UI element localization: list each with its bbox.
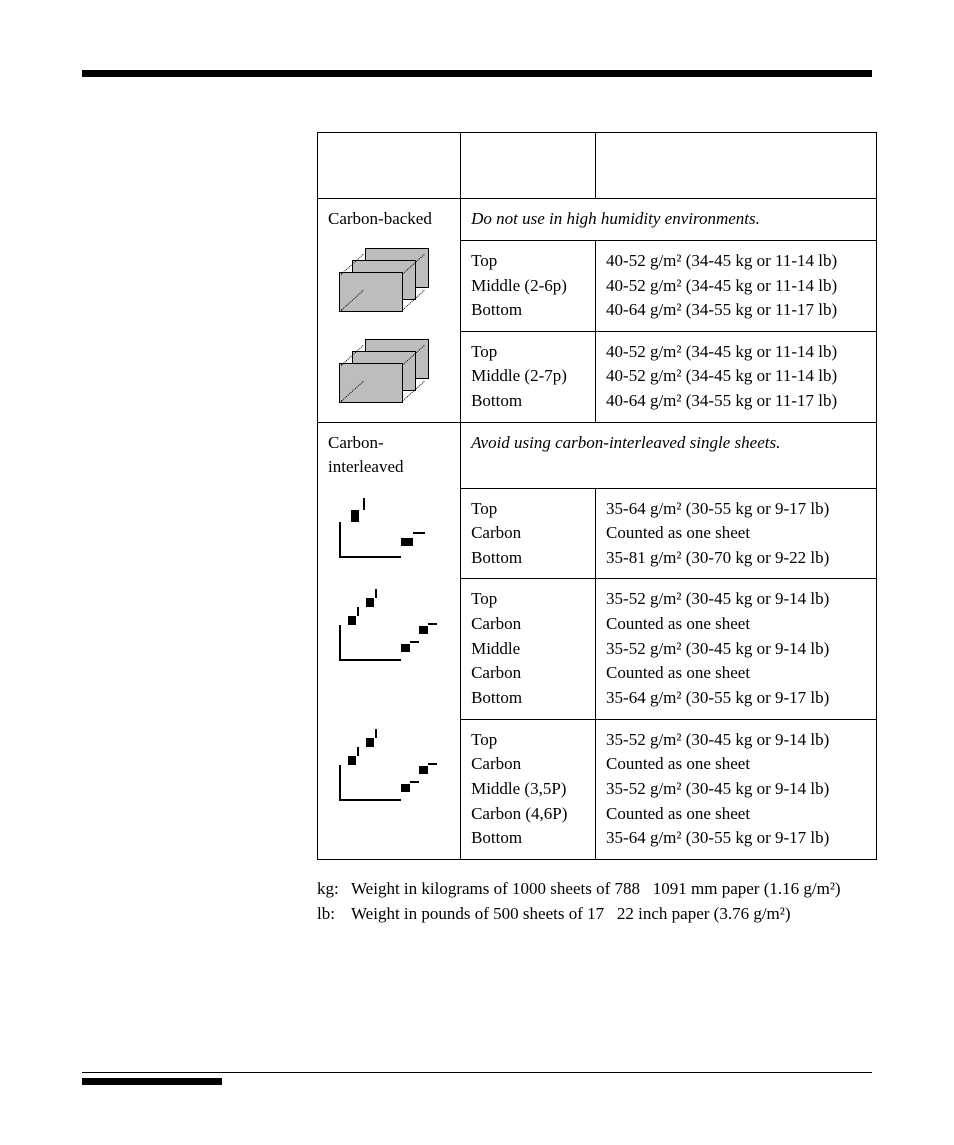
layer-label: Bottom bbox=[471, 546, 585, 571]
value-text: Counted as one sheet bbox=[606, 521, 866, 546]
stacked-sheets-icon bbox=[318, 240, 461, 331]
layer-label: Top bbox=[471, 497, 585, 522]
layer-label: Carbon bbox=[471, 661, 585, 686]
layer-list: Top Middle (2-6p) Bottom bbox=[461, 240, 596, 331]
value-text: 40-64 g/m² (34-55 kg or 11-17 lb) bbox=[606, 298, 866, 323]
value-text: 35-64 g/m² (30-55 kg or 9-17 lb) bbox=[606, 497, 866, 522]
carbon-backed-note: Do not use in high humidity environments… bbox=[461, 199, 877, 241]
cb-group-1: Top Middle (2-7p) Bottom 40-52 g/m² (34-… bbox=[318, 331, 877, 422]
value-text: 35-81 g/m² (30-70 kg or 9-22 lb) bbox=[606, 546, 866, 571]
bottom-thin-rule bbox=[82, 1072, 872, 1073]
value-text: 35-64 g/m² (30-55 kg or 9-17 lb) bbox=[606, 826, 866, 851]
layer-label: Top bbox=[471, 249, 585, 274]
spec-table-wrap: Carbon-backed Do not use in high humidit… bbox=[317, 132, 877, 860]
footnotes: kg: Weight in kilograms of 1000 sheets o… bbox=[317, 876, 877, 927]
carbon-interleaved-label: Carbon-interleaved bbox=[318, 422, 461, 488]
bottom-thick-rule bbox=[82, 1078, 222, 1085]
layer-label: Carbon bbox=[471, 612, 585, 637]
ci-group-1: Top Carbon Middle Carbon Bottom 35-52 g/… bbox=[318, 579, 877, 719]
footnote-label: kg: bbox=[317, 876, 351, 902]
value-text: Counted as one sheet bbox=[606, 802, 866, 827]
value-list: 35-52 g/m² (30-45 kg or 9-14 lb) Counted… bbox=[596, 579, 877, 719]
layer-list: Top Carbon Bottom bbox=[461, 488, 596, 579]
header-row bbox=[318, 133, 877, 199]
layer-list: Top Carbon Middle Carbon Bottom bbox=[461, 579, 596, 719]
layer-list: Top Carbon Middle (3,5P) Carbon (4,6P) B… bbox=[461, 719, 596, 859]
layer-label: Carbon (4,6P) bbox=[471, 802, 585, 827]
value-text: 40-52 g/m² (34-45 kg or 11-14 lb) bbox=[606, 274, 866, 299]
layer-label: Bottom bbox=[471, 686, 585, 711]
layer-label: Bottom bbox=[471, 389, 585, 414]
value-text: 40-64 g/m² (34-55 kg or 11-17 lb) bbox=[606, 389, 866, 414]
layer-label: Top bbox=[471, 340, 585, 365]
page: Carbon-backed Do not use in high humidit… bbox=[0, 0, 954, 1145]
layer-label: Top bbox=[471, 728, 585, 753]
layer-label: Middle (3,5P) bbox=[471, 777, 585, 802]
layer-label: Middle (2-6p) bbox=[471, 274, 585, 299]
layer-list: Top Middle (2-7p) Bottom bbox=[461, 331, 596, 422]
value-text: 35-52 g/m² (30-45 kg or 9-14 lb) bbox=[606, 587, 866, 612]
value-text: Counted as one sheet bbox=[606, 752, 866, 777]
layer-label: Middle bbox=[471, 637, 585, 662]
value-text: 40-52 g/m² (34-45 kg or 11-14 lb) bbox=[606, 249, 866, 274]
value-list: 40-52 g/m² (34-45 kg or 11-14 lb) 40-52 … bbox=[596, 240, 877, 331]
carbon-backed-note-row: Carbon-backed Do not use in high humidit… bbox=[318, 199, 877, 241]
cb-group-0: Top Middle (2-6p) Bottom 40-52 g/m² (34-… bbox=[318, 240, 877, 331]
spec-table: Carbon-backed Do not use in high humidit… bbox=[317, 132, 877, 860]
value-text: Counted as one sheet bbox=[606, 612, 866, 637]
layer-label: Bottom bbox=[471, 826, 585, 851]
value-list: 35-64 g/m² (30-55 kg or 9-17 lb) Counted… bbox=[596, 488, 877, 579]
layer-label: Bottom bbox=[471, 298, 585, 323]
layer-label: Carbon bbox=[471, 752, 585, 777]
value-list: 35-52 g/m² (30-45 kg or 9-14 lb) Counted… bbox=[596, 719, 877, 859]
ci-group-0: Top Carbon Bottom 35-64 g/m² (30-55 kg o… bbox=[318, 488, 877, 579]
layer-label: Carbon bbox=[471, 521, 585, 546]
carbon-interleaved-note: Avoid using carbon-interleaved single sh… bbox=[461, 422, 877, 488]
interleaved-sheets-icon bbox=[318, 488, 461, 579]
layer-label: Middle (2-7p) bbox=[471, 364, 585, 389]
footnote-text: Weight in pounds of 500 sheets of 17 22 … bbox=[351, 901, 877, 927]
value-text: 40-52 g/m² (34-45 kg or 11-14 lb) bbox=[606, 364, 866, 389]
ci-group-2: Top Carbon Middle (3,5P) Carbon (4,6P) B… bbox=[318, 719, 877, 859]
carbon-interleaved-note-row: Carbon-interleaved Avoid using carbon-in… bbox=[318, 422, 877, 488]
footnote-lb: lb: Weight in pounds of 500 sheets of 17… bbox=[317, 901, 877, 927]
interleaved-sheets-icon bbox=[318, 719, 461, 859]
value-text: 35-52 g/m² (30-45 kg or 9-14 lb) bbox=[606, 637, 866, 662]
value-text: Counted as one sheet bbox=[606, 661, 866, 686]
value-text: 35-52 g/m² (30-45 kg or 9-14 lb) bbox=[606, 777, 866, 802]
layer-label: Top bbox=[471, 587, 585, 612]
footnote-text: Weight in kilograms of 1000 sheets of 78… bbox=[351, 876, 877, 902]
value-text: 35-52 g/m² (30-45 kg or 9-14 lb) bbox=[606, 728, 866, 753]
value-text: 35-64 g/m² (30-55 kg or 9-17 lb) bbox=[606, 686, 866, 711]
footnote-kg: kg: Weight in kilograms of 1000 sheets o… bbox=[317, 876, 877, 902]
carbon-backed-label: Carbon-backed bbox=[318, 199, 461, 241]
value-text: 40-52 g/m² (34-45 kg or 11-14 lb) bbox=[606, 340, 866, 365]
top-rule bbox=[82, 70, 872, 77]
footnote-label: lb: bbox=[317, 901, 351, 927]
value-list: 40-52 g/m² (34-45 kg or 11-14 lb) 40-52 … bbox=[596, 331, 877, 422]
stacked-sheets-icon bbox=[318, 331, 461, 422]
interleaved-sheets-icon bbox=[318, 579, 461, 719]
